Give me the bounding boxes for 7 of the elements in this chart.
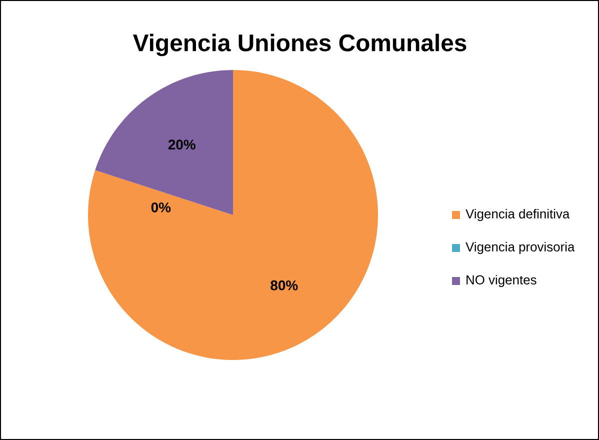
legend-label: Vigencia definitiva — [466, 208, 570, 222]
legend-label: Vigencia provisoria — [466, 242, 575, 254]
data-label: 20% — [168, 140, 196, 150]
chart-title: Vigencia Uniones Comunales — [132, 34, 466, 56]
data-label: 80% — [270, 280, 298, 290]
text: 0% — [151, 202, 171, 212]
legend-label: NO vigentes — [466, 274, 536, 288]
